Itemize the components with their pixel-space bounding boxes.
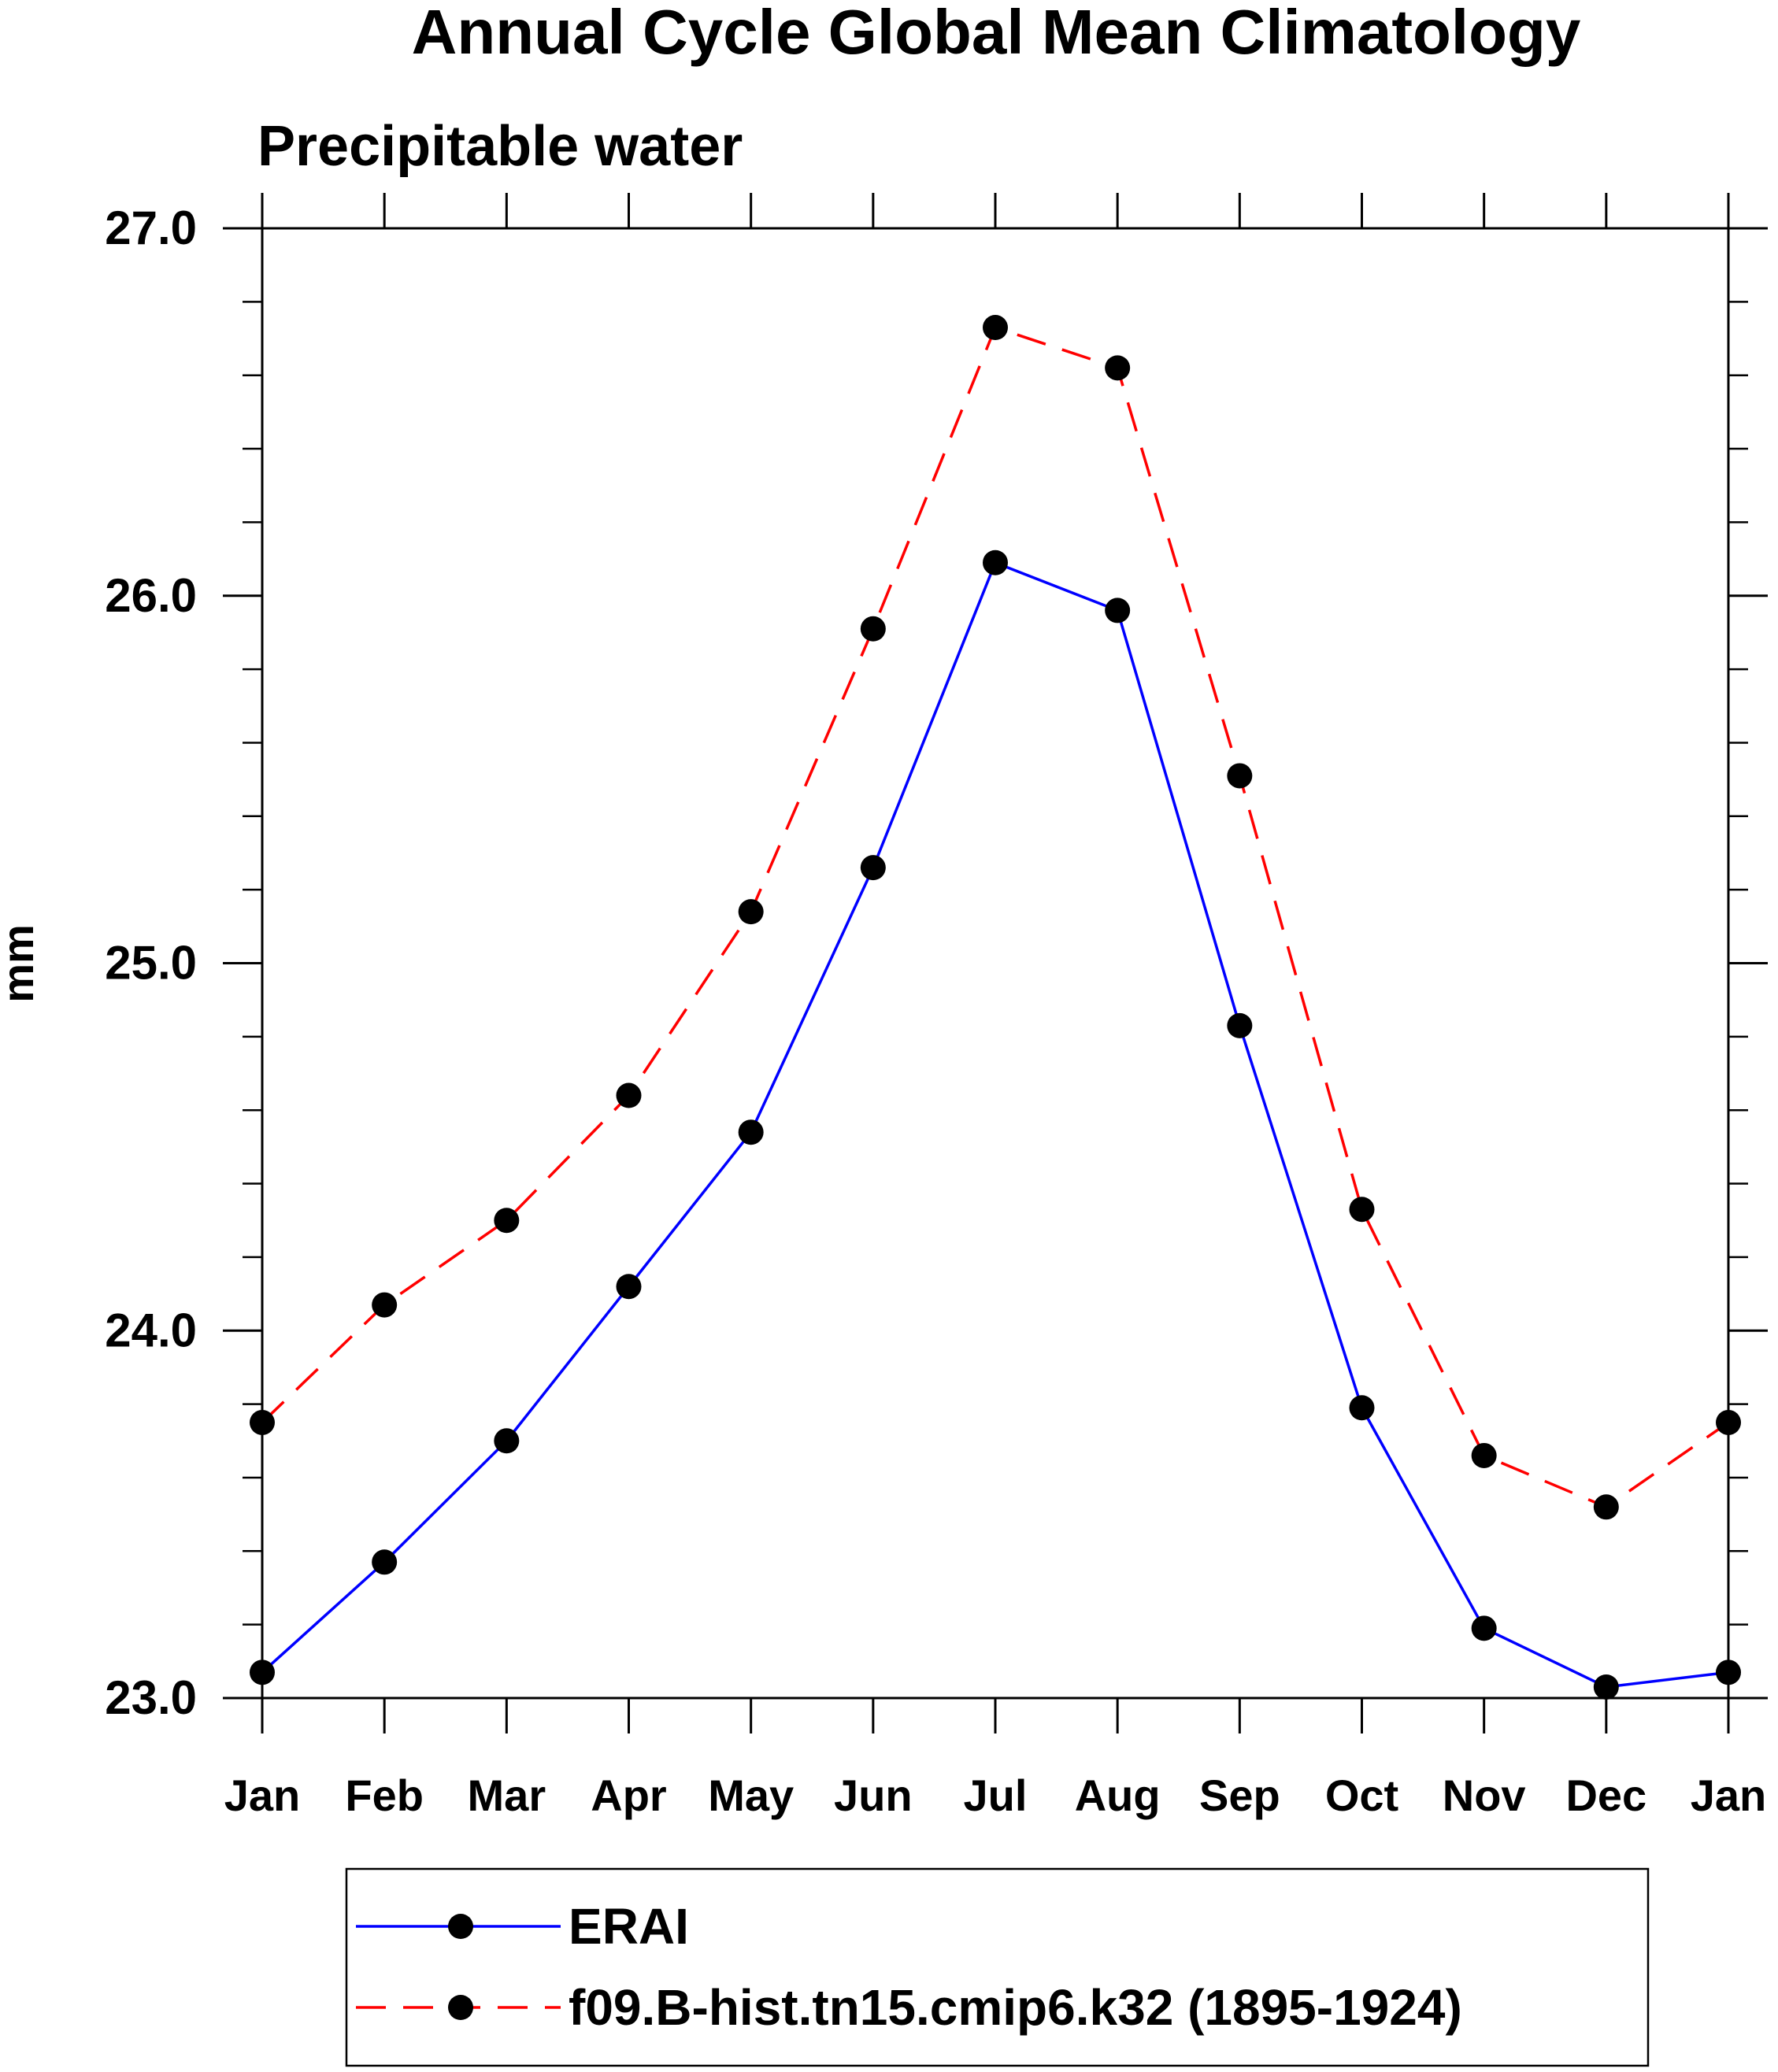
y-tick-label: 23.0 xyxy=(105,1671,197,1724)
data-point-erai xyxy=(983,549,1008,575)
data-point-model xyxy=(250,1409,275,1435)
x-tick-label: Feb xyxy=(345,1770,424,1820)
data-point-model xyxy=(372,1292,398,1318)
x-tick-label: Jan xyxy=(1691,1770,1767,1820)
x-tick-label: Apr xyxy=(591,1770,666,1820)
plot-frame xyxy=(261,227,1730,1700)
series-line-erai xyxy=(261,561,1729,1689)
x-tick-label: May xyxy=(708,1770,794,1820)
chart-subtitle: Precipitable water xyxy=(257,115,743,178)
legend-marker-model xyxy=(448,1995,473,2020)
data-point-model xyxy=(860,616,886,642)
data-point-model xyxy=(1105,355,1131,381)
data-point-erai xyxy=(1349,1395,1375,1421)
x-tick-label: Dec xyxy=(1565,1770,1647,1820)
legend-label-model: f09.B-hist.tn15.cmip6.k32 (1895-1924) xyxy=(569,1979,1462,2036)
data-point-erai xyxy=(1716,1659,1741,1685)
data-point-erai xyxy=(616,1274,642,1300)
data-point-erai xyxy=(1593,1674,1619,1700)
data-point-model xyxy=(738,899,764,925)
chart-title: Annual Cycle Global Mean Climatology xyxy=(412,0,1581,67)
data-point-erai xyxy=(1105,598,1131,623)
y-tick-label: 26.0 xyxy=(105,569,197,622)
data-point-model xyxy=(616,1082,642,1108)
y-tick-label: 24.0 xyxy=(105,1304,197,1356)
data-point-model xyxy=(1349,1197,1375,1223)
y-tick-label: 27.0 xyxy=(105,202,197,254)
data-point-erai xyxy=(250,1659,275,1685)
x-tick-label: Sep xyxy=(1199,1770,1280,1820)
plot-axes: Jan Feb Mar Apr May Jun Jul Aug Sep Oct Nov Dec Jan 2… xyxy=(105,193,1768,1820)
legend-label-erai: ERAI xyxy=(569,1898,689,1955)
data-point-erai xyxy=(1471,1615,1497,1641)
y-axis-label: mm xyxy=(0,924,43,1003)
x-tick-label: Jun xyxy=(834,1770,913,1820)
x-tick-label: Oct xyxy=(1325,1770,1398,1820)
legend: ERAI f09.B-hist.tn15.cmip6.k32 (1895-1924… xyxy=(345,1867,1650,2067)
legend-marker-erai xyxy=(448,1914,473,1939)
legend-box xyxy=(345,1867,1650,2067)
x-tick-label: Mar xyxy=(468,1770,546,1820)
data-point-model xyxy=(1593,1494,1619,1520)
x-tick-label: Jul xyxy=(964,1770,1028,1820)
x-tick-label: Aug xyxy=(1075,1770,1161,1820)
data-point-erai xyxy=(494,1428,520,1454)
x-tick-label: Jan xyxy=(224,1770,301,1820)
data-point-model xyxy=(1227,763,1253,789)
data-point-model xyxy=(1716,1409,1741,1435)
data-point-erai xyxy=(860,855,886,881)
data-point-erai xyxy=(372,1549,398,1575)
data-point-model xyxy=(494,1208,520,1234)
x-tick-label: Nov xyxy=(1443,1770,1526,1820)
series-line-model xyxy=(261,325,1729,1509)
data-point-erai xyxy=(738,1119,764,1145)
plot-series xyxy=(250,315,1741,1700)
y-tick-label: 25.0 xyxy=(105,937,197,990)
data-point-model xyxy=(983,315,1008,341)
data-point-erai xyxy=(1227,1012,1253,1038)
data-point-model xyxy=(1471,1442,1497,1468)
